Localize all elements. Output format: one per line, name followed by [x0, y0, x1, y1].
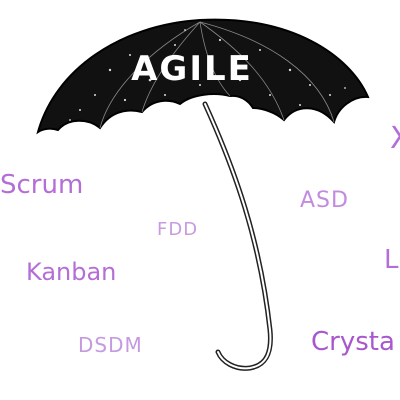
umbrella-shaft [202, 101, 273, 371]
umbrella-shaft-inner [204, 103, 272, 370]
method-kanban: Kanban [26, 258, 117, 286]
canopy-texture [69, 29, 346, 121]
method-crystal: Crysta [311, 327, 395, 357]
method-edge-right-1: L [384, 245, 399, 275]
method-asd: ASD [300, 188, 349, 213]
umbrella-title: AGILE [131, 49, 253, 89]
method-scrum: Scrum [0, 170, 84, 200]
canopy-ribs [99, 21, 335, 129]
method-edge-right-2: X [390, 124, 400, 154]
method-dsdm: DSDM [78, 333, 143, 357]
method-fdd: FDD [157, 219, 199, 240]
